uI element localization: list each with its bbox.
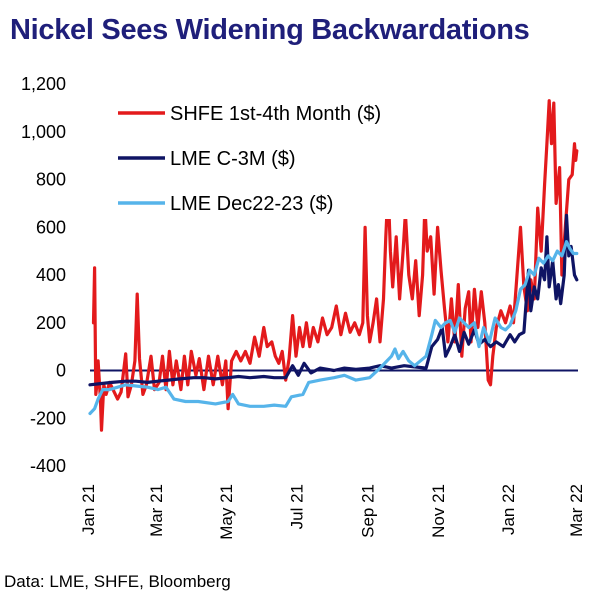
legend-bg	[116, 185, 526, 219]
x-tick-label: Jan 21	[79, 484, 98, 535]
y-tick-label: 600	[36, 217, 66, 237]
x-tick-label: Jan 22	[499, 484, 518, 535]
x-axis: Jan 21 Mar 21 May 21 Jul 21 Sep 21 Nov 21 Jan …	[79, 484, 586, 540]
x-tick-label: Mar 21	[147, 484, 166, 537]
y-tick-label: -200	[30, 408, 66, 428]
series-lines	[88, 99, 579, 432]
y-tick-label: 1,200	[21, 74, 66, 94]
series-line-0	[91, 99, 579, 432]
legend: SHFE 1st-4th Month ($) LME C-3M ($) LME De…	[116, 95, 526, 219]
legend-bg	[116, 95, 526, 129]
chart-title: Nickel Sees Widening Backwardations	[10, 14, 530, 46]
legend-label: LME Dec22-23 ($)	[170, 193, 333, 215]
x-tick-label: May 21	[217, 484, 236, 540]
x-tick-label: Sep 21	[359, 484, 378, 538]
y-tick-label: 0	[56, 361, 66, 381]
series-line-2	[88, 240, 579, 416]
legend-bg	[116, 140, 526, 174]
y-tick-label: -400	[30, 456, 66, 476]
y-tick-label: 200	[36, 313, 66, 333]
x-tick-label: Jul 21	[287, 484, 306, 529]
data-source-note: Data: LME, SHFE, Bloomberg	[4, 572, 231, 591]
x-tick-label: Nov 21	[429, 484, 448, 538]
y-tick-label: 800	[36, 170, 66, 190]
legend-label: LME C-3M ($)	[170, 148, 296, 170]
y-axis: -400 -200 0 200 400 600 800 1,000 1,200	[21, 74, 66, 476]
legend-label: SHFE 1st-4th Month ($)	[170, 103, 381, 125]
y-tick-label: 400	[36, 265, 66, 285]
x-tick-label: Mar 22	[567, 484, 586, 537]
y-tick-label: 1,000	[21, 122, 66, 142]
